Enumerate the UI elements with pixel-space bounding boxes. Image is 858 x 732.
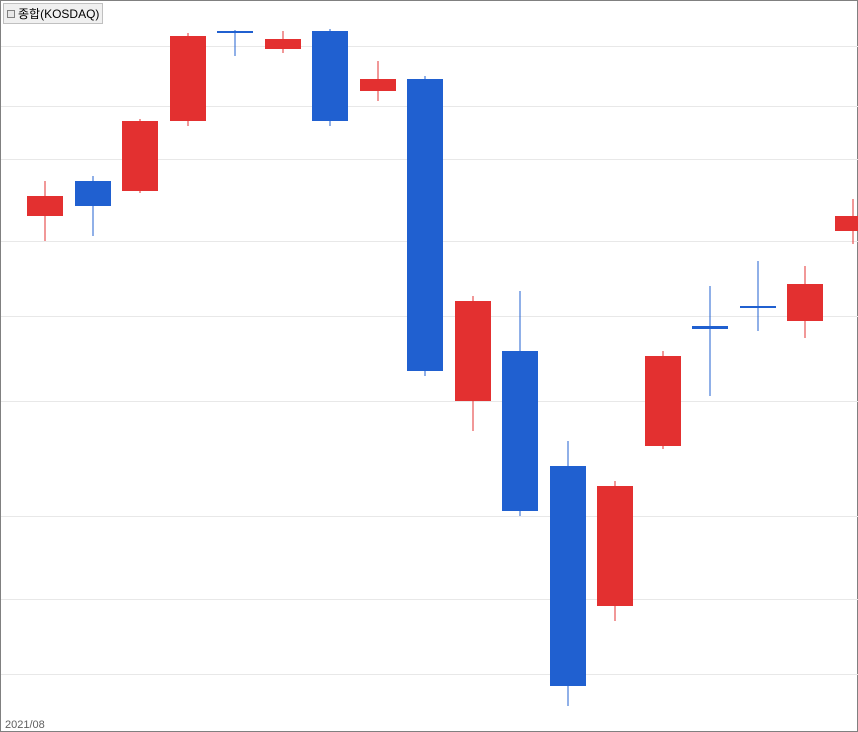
candle [597,1,633,719]
candle-body [170,36,206,121]
candle [170,1,206,719]
candle-body [835,216,858,231]
candle-wick [757,261,758,331]
candle [787,1,823,719]
candle-body [645,356,681,446]
candle [265,1,301,719]
candle [740,1,776,719]
candle [645,1,681,719]
plot-area [1,1,858,719]
candle-body [787,284,823,321]
candle-body [550,466,586,686]
x-axis-date-label: 2021/08 [5,719,45,731]
candle-body [407,79,443,371]
candle [550,1,586,719]
candle-body [740,306,776,308]
candle-body [75,181,111,206]
chart-icon [7,10,15,18]
candle [360,1,396,719]
candle-body [122,121,158,191]
candle-body [597,486,633,606]
candle [312,1,348,719]
candle-body [312,31,348,121]
candle [407,1,443,719]
candle-wick [235,30,236,56]
candle [692,1,728,719]
candle [835,1,858,719]
candle-body [217,31,253,33]
candle [122,1,158,719]
candle-body [265,39,301,49]
candle-wick [710,286,711,396]
chart-title-badge: 종합(KOSDAQ) [3,3,103,24]
candle-body [502,351,538,511]
candle [502,1,538,719]
candle [27,1,63,719]
chart-title: 종합(KOSDAQ) [18,5,99,22]
candle [217,1,253,719]
candle [75,1,111,719]
candle-body [360,79,396,91]
candle [455,1,491,719]
candle-body [27,196,63,216]
candle-body [692,326,728,329]
candlestick-chart: 종합(KOSDAQ) 2021/08 [0,0,858,732]
candle-body [455,301,491,401]
